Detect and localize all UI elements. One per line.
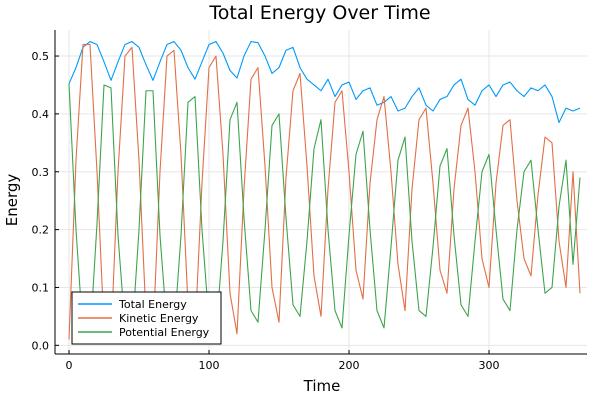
- legend-label-total-energy: Total Energy: [118, 298, 187, 311]
- legend-label-potential-energy: Potential Energy: [119, 326, 210, 339]
- series-line-total-energy: [68, 41, 581, 124]
- chart-title: Total Energy Over Time: [208, 2, 430, 24]
- y-tick-label: 0.5: [32, 50, 50, 63]
- axes: [54, 30, 587, 355]
- x-tick-label: 0: [66, 359, 73, 372]
- x-tick-label: 300: [479, 359, 500, 372]
- x-tick-labels: 0 100 200 300: [66, 359, 500, 372]
- y-tick-label: 0.3: [32, 166, 50, 179]
- grid-lines: [55, 30, 587, 354]
- y-tick-labels: 0.0 0.1 0.2 0.3 0.4 0.5: [32, 50, 50, 352]
- y-tick-label: 0.2: [32, 224, 50, 237]
- y-tick-label: 0.0: [32, 339, 50, 352]
- y-tick-label: 0.1: [32, 281, 50, 294]
- y-axis-label: Energy: [3, 174, 21, 227]
- y-tick-label: 0.4: [32, 108, 50, 121]
- x-axis-label: Time: [303, 377, 341, 395]
- legend-label-kinetic-energy: Kinetic Energy: [119, 312, 199, 325]
- x-tick-label: 200: [339, 359, 360, 372]
- x-tick-label: 100: [199, 359, 220, 372]
- series-line-potential-energy: [68, 83, 581, 341]
